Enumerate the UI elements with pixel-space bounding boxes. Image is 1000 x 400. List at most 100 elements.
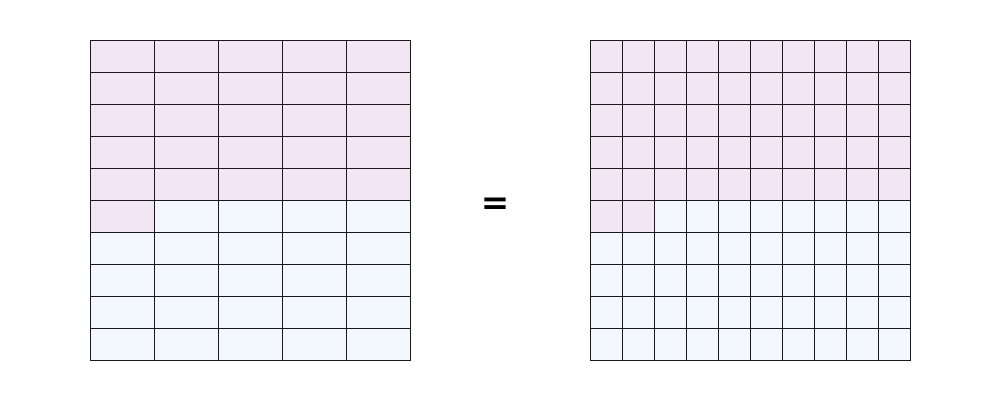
right-shaded-cell — [718, 168, 751, 201]
right-shaded-cell — [878, 168, 911, 201]
left-unshaded-cell — [154, 264, 219, 297]
right-unshaded-cell — [686, 328, 719, 361]
right-unshaded-cell — [750, 264, 783, 297]
right-shaded-cell — [718, 40, 751, 73]
right-unshaded-cell — [846, 264, 879, 297]
left-unshaded-cell — [282, 232, 347, 265]
left-shaded-cell — [218, 104, 283, 137]
right-shaded-cell — [846, 104, 879, 137]
right-unshaded-cell — [750, 232, 783, 265]
right-shaded-cell — [846, 72, 879, 105]
left-unshaded-cell — [90, 232, 155, 265]
right-shaded-cell — [814, 136, 847, 169]
left-unshaded-cell — [282, 200, 347, 233]
right-shaded-cell — [654, 72, 687, 105]
right-unshaded-cell — [718, 200, 751, 233]
right-unshaded-cell — [814, 264, 847, 297]
right-shaded-cell — [718, 104, 751, 137]
right-shaded-cell — [750, 136, 783, 169]
left-shaded-cell — [218, 168, 283, 201]
right-shaded-cell — [814, 40, 847, 73]
right-shaded-cell — [750, 168, 783, 201]
right-grid — [590, 40, 911, 361]
right-unshaded-cell — [654, 200, 687, 233]
right-unshaded-cell — [750, 328, 783, 361]
right-unshaded-cell — [590, 264, 623, 297]
left-unshaded-cell — [282, 264, 347, 297]
left-unshaded-cell — [218, 232, 283, 265]
left-shaded-cell — [346, 40, 411, 73]
right-shaded-cell — [782, 168, 815, 201]
right-unshaded-cell — [750, 200, 783, 233]
right-unshaded-cell — [654, 264, 687, 297]
left-shaded-cell — [346, 104, 411, 137]
left-shaded-cell — [346, 72, 411, 105]
right-shaded-cell — [846, 40, 879, 73]
right-unshaded-cell — [590, 232, 623, 265]
left-shaded-cell — [90, 40, 155, 73]
right-unshaded-cell — [686, 296, 719, 329]
right-shaded-cell — [750, 104, 783, 137]
left-shaded-cell — [282, 104, 347, 137]
right-shaded-cell — [654, 40, 687, 73]
left-shaded-cell — [282, 72, 347, 105]
right-unshaded-cell — [750, 296, 783, 329]
right-shaded-cell — [622, 200, 655, 233]
left-unshaded-cell — [154, 200, 219, 233]
right-unshaded-cell — [846, 200, 879, 233]
equals-sign: = — [480, 183, 510, 223]
right-shaded-cell — [782, 40, 815, 73]
right-unshaded-cell — [782, 264, 815, 297]
left-shaded-cell — [282, 40, 347, 73]
left-shaded-cell — [154, 72, 219, 105]
left-unshaded-cell — [218, 328, 283, 361]
right-shaded-cell — [686, 136, 719, 169]
right-shaded-cell — [782, 104, 815, 137]
right-shaded-cell — [590, 136, 623, 169]
right-unshaded-cell — [782, 328, 815, 361]
right-shaded-cell — [590, 40, 623, 73]
left-unshaded-cell — [346, 296, 411, 329]
left-unshaded-cell — [346, 264, 411, 297]
right-shaded-cell — [590, 200, 623, 233]
right-unshaded-cell — [782, 200, 815, 233]
right-shaded-cell — [782, 136, 815, 169]
right-shaded-cell — [622, 72, 655, 105]
right-shaded-cell — [878, 136, 911, 169]
right-shaded-cell — [654, 136, 687, 169]
left-shaded-cell — [282, 136, 347, 169]
right-unshaded-cell — [622, 296, 655, 329]
right-shaded-cell — [686, 40, 719, 73]
left-unshaded-cell — [154, 296, 219, 329]
right-shaded-cell — [622, 168, 655, 201]
right-unshaded-cell — [878, 200, 911, 233]
right-unshaded-cell — [878, 328, 911, 361]
right-unshaded-cell — [814, 200, 847, 233]
right-shaded-cell — [750, 40, 783, 73]
right-shaded-cell — [590, 104, 623, 137]
left-shaded-cell — [154, 136, 219, 169]
right-unshaded-cell — [622, 264, 655, 297]
right-shaded-cell — [846, 168, 879, 201]
left-unshaded-cell — [346, 232, 411, 265]
right-unshaded-cell — [686, 200, 719, 233]
left-shaded-cell — [90, 136, 155, 169]
right-shaded-cell — [654, 104, 687, 137]
left-unshaded-cell — [218, 264, 283, 297]
right-unshaded-cell — [718, 264, 751, 297]
right-shaded-cell — [878, 104, 911, 137]
left-unshaded-cell — [154, 232, 219, 265]
left-shaded-cell — [154, 40, 219, 73]
left-shaded-cell — [90, 200, 155, 233]
right-unshaded-cell — [878, 264, 911, 297]
left-shaded-cell — [218, 136, 283, 169]
right-unshaded-cell — [878, 232, 911, 265]
left-shaded-cell — [218, 72, 283, 105]
right-unshaded-cell — [718, 328, 751, 361]
right-unshaded-cell — [718, 232, 751, 265]
right-shaded-cell — [622, 40, 655, 73]
left-unshaded-cell — [282, 296, 347, 329]
left-shaded-cell — [218, 40, 283, 73]
left-unshaded-cell — [90, 328, 155, 361]
